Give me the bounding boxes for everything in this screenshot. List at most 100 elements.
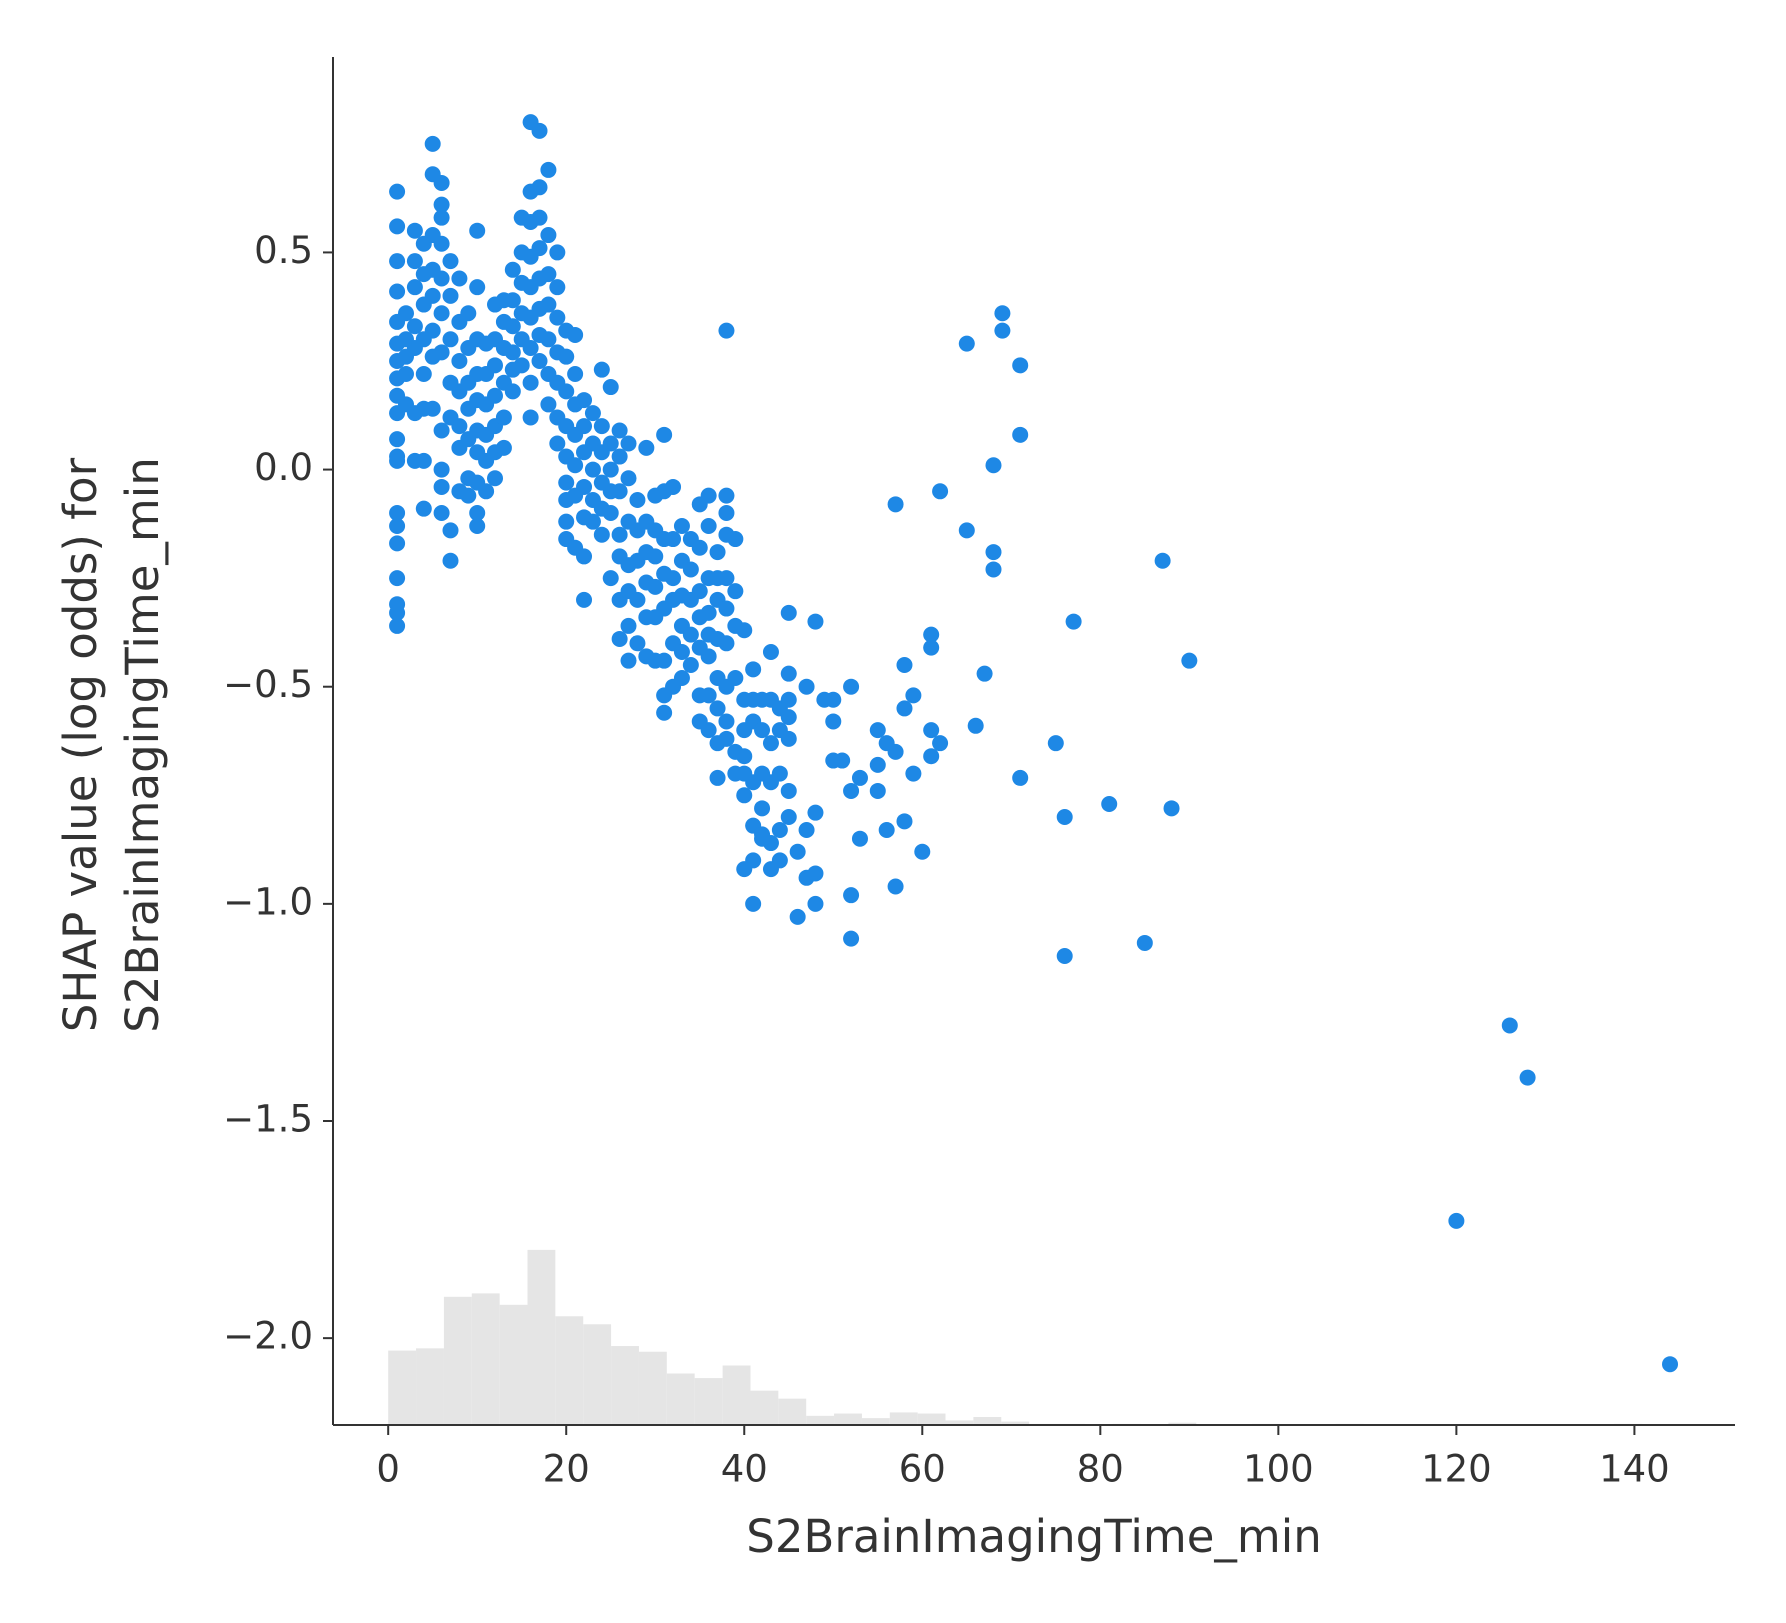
point [558,513,575,530]
point [576,478,593,495]
point [504,383,521,400]
point [629,635,646,652]
point [504,261,521,278]
point [718,570,735,587]
point [807,895,824,912]
point [433,422,450,439]
point [656,426,673,443]
histogram-bar [1168,1422,1197,1425]
point [798,822,815,839]
point [469,222,486,239]
y-tick-label: −1.0 [223,880,313,923]
point [389,570,406,587]
point [932,735,949,752]
point [665,531,682,548]
point [602,505,619,521]
point [1154,552,1171,569]
point [602,435,619,452]
point [558,348,575,365]
point [673,518,690,535]
point [620,470,637,487]
point [985,544,1002,561]
point [851,830,868,847]
point [406,279,423,296]
point [665,570,682,587]
histogram-bar [750,1390,779,1425]
y-tick-label: −1.5 [223,1098,313,1141]
point [469,518,486,535]
point [522,339,539,356]
point [673,643,690,660]
point [1136,934,1153,951]
point [878,735,895,752]
point [745,661,762,678]
point [389,283,406,300]
x-tick-label: 120 [1421,1448,1492,1491]
point [504,292,521,309]
point [513,357,530,374]
point [558,383,575,400]
histogram-bar [945,1420,974,1425]
point [718,730,735,747]
point [1012,357,1029,374]
point [807,865,824,882]
y-tick-label: −0.5 [223,663,313,706]
histogram-bar [583,1324,612,1425]
point [415,500,432,517]
point [843,930,860,947]
point [389,505,406,521]
point [433,209,450,226]
point [994,305,1011,322]
point [522,374,539,391]
point [718,487,735,504]
point [576,548,593,565]
point [504,318,521,335]
point [709,700,726,717]
point [923,639,940,656]
point [807,613,824,630]
histogram-bar [443,1296,472,1425]
point [389,431,406,448]
point [433,270,450,287]
point [754,800,771,817]
point [487,357,504,374]
point [665,478,682,495]
point [869,782,886,799]
point [887,878,904,895]
point [433,344,450,361]
point [433,478,450,495]
point [780,809,797,825]
point [442,552,459,569]
point [602,570,619,587]
x-tick-label: 80 [1077,1448,1124,1491]
point [745,895,762,912]
point [1101,795,1118,812]
point [700,722,717,739]
point [540,266,557,283]
point [736,622,753,639]
histogram-bar [471,1293,500,1425]
point [780,604,797,621]
point [389,535,406,552]
point [433,305,450,322]
point [656,652,673,669]
x-tick-label: 40 [721,1448,768,1491]
point [415,366,432,383]
point [629,591,646,608]
point [896,657,913,673]
point [522,409,539,426]
point [958,522,975,539]
point [540,331,557,348]
point [584,513,601,530]
point [1519,1069,1536,1086]
histogram-bar [611,1346,639,1425]
point [985,457,1002,474]
point [469,279,486,296]
point [620,652,637,669]
point [611,448,628,465]
point [451,353,468,369]
point [611,483,628,500]
point [851,769,868,786]
histogram-bar [889,1412,918,1425]
histogram-bar [416,1348,444,1425]
